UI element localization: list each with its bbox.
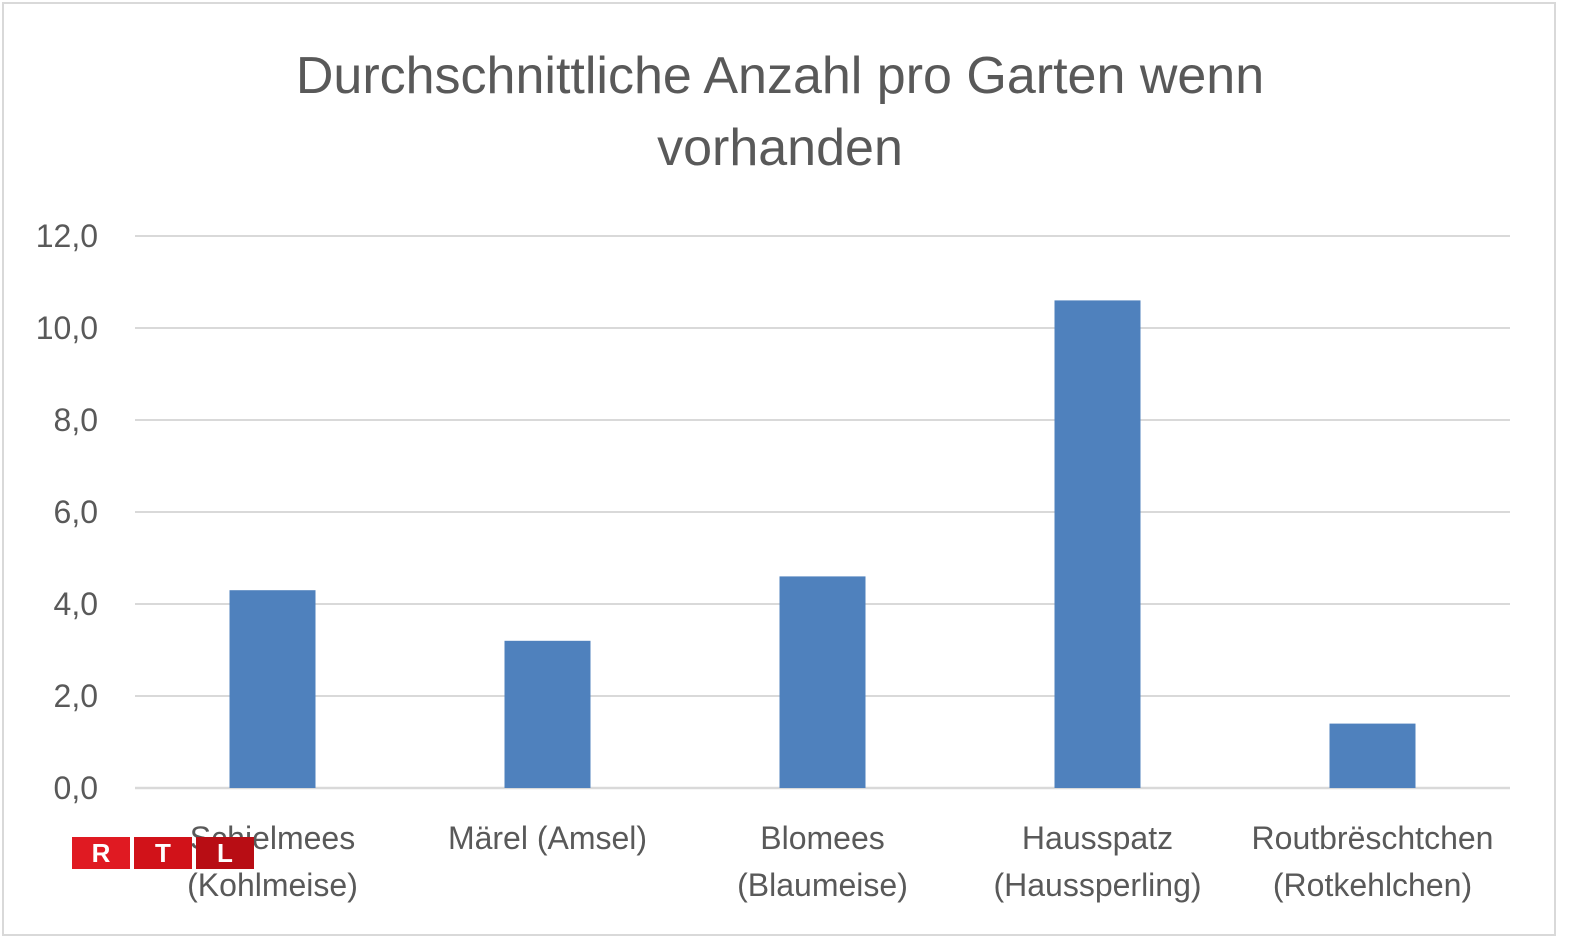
y-tick-label: 12,0 — [36, 218, 98, 254]
x-category-label: (Haussperling) — [993, 867, 1201, 903]
y-axis-ticks: 0,0 2,0 4,0 6,0 8,0 10,0 12,0 — [36, 218, 98, 806]
bar — [779, 576, 866, 788]
x-category-label: Hausspatz — [1022, 820, 1173, 856]
y-tick-label: 4,0 — [54, 586, 98, 622]
x-category-label: Blomees — [760, 820, 885, 856]
bar — [1054, 300, 1141, 788]
x-category-label: (Rotkehlchen) — [1273, 867, 1472, 903]
bar — [504, 640, 591, 788]
y-tick-label: 10,0 — [36, 310, 98, 346]
y-tick-label: 2,0 — [54, 678, 98, 714]
x-category-label: Routbrëschtchen — [1252, 820, 1494, 856]
chart-title-line-2: vorhanden — [657, 119, 903, 177]
rtl-logo-letter-t: T — [134, 837, 192, 869]
y-tick-label: 8,0 — [54, 402, 98, 438]
x-category-label: (Blaumeise) — [737, 867, 908, 903]
y-tick-label: 6,0 — [54, 494, 98, 530]
rtl-logo: R T L — [72, 837, 254, 869]
chart-title: Durchschnittliche Anzahl pro Garten wenn… — [0, 40, 1560, 184]
rtl-logo-letter-l: L — [196, 837, 254, 869]
rtl-logo-letter-r: R — [72, 837, 130, 869]
chart-title-line-1: Durchschnittliche Anzahl pro Garten wenn — [295, 47, 1265, 105]
x-axis-labels: Schielmees(Kohlmeise)Märel (Amsel) Blomee… — [187, 820, 1493, 903]
bar — [1329, 723, 1416, 788]
y-tick-label: 0,0 — [54, 770, 98, 806]
bar — [229, 590, 316, 788]
bars — [229, 300, 1416, 788]
x-category-label: Märel (Amsel) — [448, 820, 647, 856]
x-category-label: (Kohlmeise) — [187, 867, 358, 903]
